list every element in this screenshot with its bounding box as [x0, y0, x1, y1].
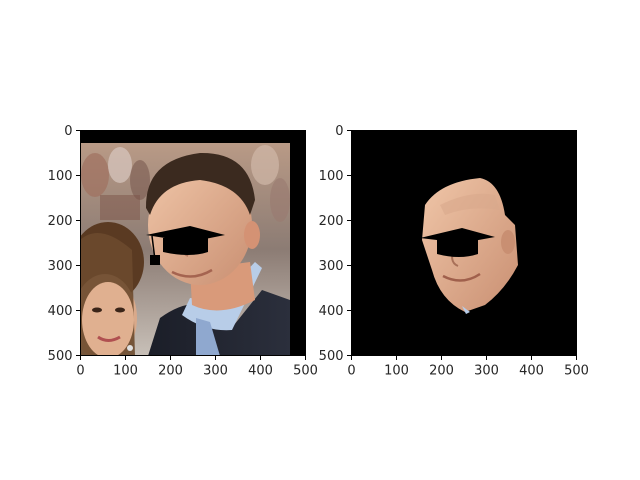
left-ytick-label: 300 [48, 259, 73, 274]
left-ytick-label: 500 [48, 349, 73, 364]
left-xtick-label: 400 [248, 364, 273, 379]
graduation-cap-overlay-left [146, 226, 225, 265]
right-xtick-label: 300 [474, 364, 499, 379]
left-xtick-label: 200 [158, 364, 183, 379]
right-ytick-label: 0 [335, 124, 343, 139]
right-xtick-label: 0 [347, 364, 355, 379]
left-ytick-label: 0 [64, 124, 72, 139]
left-xtick-label: 500 [293, 364, 318, 379]
left-xtick-label: 0 [76, 364, 84, 379]
left-ytick-label: 100 [48, 169, 73, 184]
left-ytick-label: 400 [48, 304, 73, 319]
right-ytick-label: 400 [319, 304, 344, 319]
left-xtick-label: 100 [113, 364, 138, 379]
right-xtick-label: 100 [384, 364, 409, 379]
left-ytick-label: 200 [48, 214, 73, 229]
left-axes-frame [80, 130, 306, 356]
right-xtick-label: 400 [519, 364, 544, 379]
right-ytick-label: 300 [319, 259, 344, 274]
right-xtick-label: 200 [429, 364, 454, 379]
right-photo [351, 130, 577, 356]
right-ytick-label: 500 [319, 349, 344, 364]
right-ytick-label: 100 [319, 169, 344, 184]
right-ytick-label: 200 [319, 214, 344, 229]
left-photo [80, 130, 306, 356]
right-axes-frame [351, 130, 577, 356]
graduation-cap-overlay-right [420, 228, 495, 257]
right-xtick-label: 500 [564, 364, 589, 379]
left-xtick-label: 300 [203, 364, 228, 379]
